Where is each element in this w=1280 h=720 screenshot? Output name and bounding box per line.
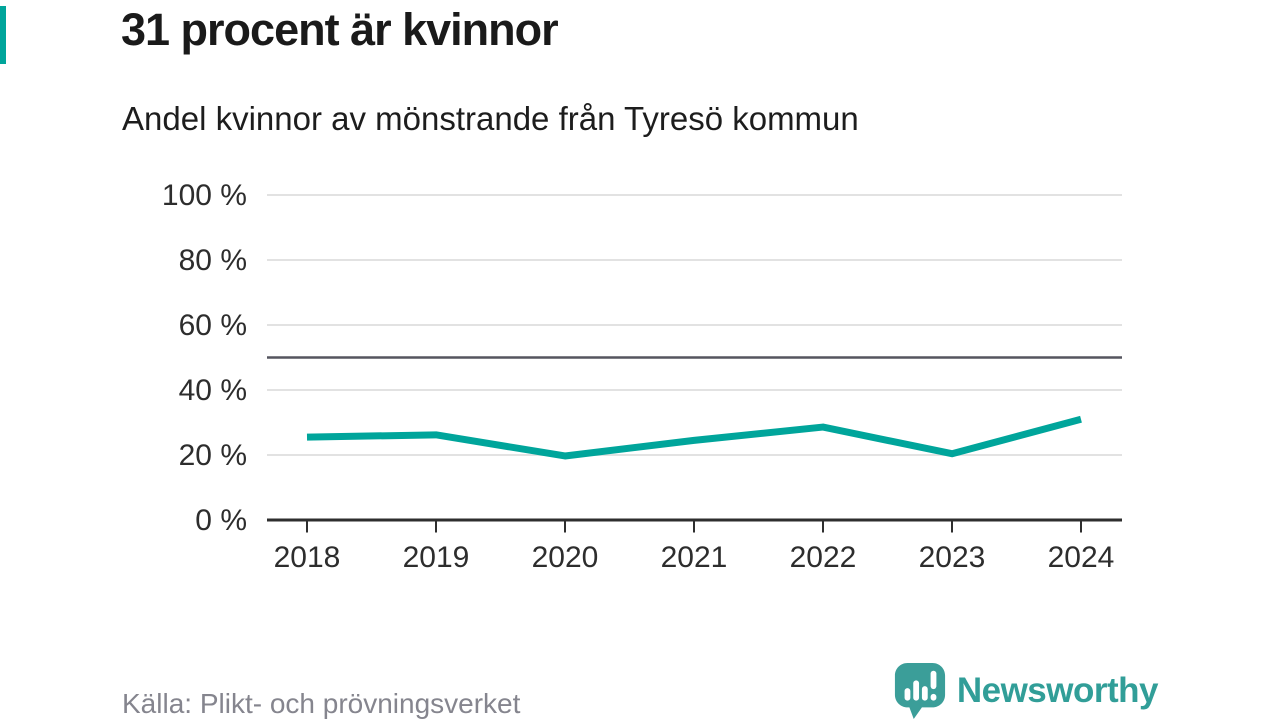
x-tick-label: 2020 — [532, 541, 599, 574]
speech-bubble-bar-chart-icon — [894, 663, 945, 719]
x-tick-label: 2021 — [661, 541, 728, 574]
source-note: Källa: Plikt- och prövningsverket — [122, 688, 521, 719]
x-tick-label: 2018 — [274, 541, 341, 574]
x-tick-label: 2019 — [403, 541, 470, 574]
line-chart: 0 % 20 % 40 % 60 % 80 % 100 % 2018 2019 2020 2021… — [162, 179, 1122, 574]
y-tick-label: 0 % — [195, 504, 247, 537]
data-line — [306, 415, 1082, 460]
x-tick-label: 2024 — [1048, 541, 1115, 574]
brand-logo: Newsworthy — [893, 662, 1159, 720]
y-tick-label: 100 % — [162, 179, 247, 212]
page-title: 31 procent är kvinnor — [121, 4, 559, 55]
chart-subtitle: Andel kvinnor av mönstrande från Tyresö … — [122, 100, 859, 137]
brand-name: Newsworthy — [956, 671, 1159, 710]
x-tick-label: 2023 — [919, 541, 986, 574]
y-tick-label: 40 % — [179, 374, 247, 407]
y-tick-label: 60 % — [179, 309, 247, 342]
y-tick-label: 20 % — [179, 439, 247, 472]
x-tick-label: 2022 — [790, 541, 857, 574]
y-tick-label: 80 % — [179, 244, 247, 277]
accent-stripe — [0, 6, 6, 64]
